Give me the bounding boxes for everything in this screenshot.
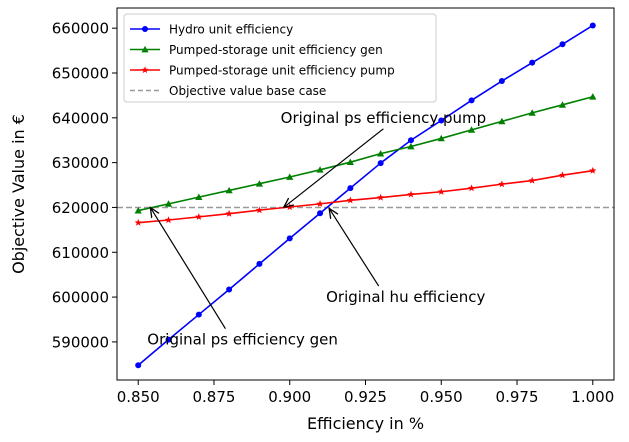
data-point <box>346 196 354 204</box>
plot-area <box>117 22 614 369</box>
data-point <box>559 41 566 48</box>
annotation-arrow <box>329 208 380 287</box>
data-point <box>195 193 203 201</box>
legend-box <box>123 13 437 103</box>
data-point <box>347 185 354 192</box>
data-point <box>164 200 173 207</box>
data-point <box>377 150 385 157</box>
data-point <box>498 117 506 125</box>
data-point <box>195 311 202 318</box>
data-point <box>467 184 476 192</box>
series-line <box>138 169 593 224</box>
data-point <box>558 101 567 108</box>
data-point <box>468 97 475 104</box>
data-point <box>286 235 293 242</box>
data-point <box>135 362 142 369</box>
data-point <box>498 180 506 188</box>
data-point <box>195 213 203 220</box>
data-point <box>255 206 264 214</box>
data-point <box>407 137 414 144</box>
x-tick-label: 0.850 <box>117 388 160 406</box>
legend-label: Pumped-storage unit efficiency pump <box>169 64 395 78</box>
legend-label: Pumped-storage unit efficiency gen <box>169 43 383 57</box>
legend-entry: Pumped-storage unit efficiency pump <box>130 64 395 78</box>
data-point <box>528 109 536 116</box>
x-tick-label: 0.900 <box>268 388 311 406</box>
legend-marker <box>142 26 148 32</box>
data-point <box>134 218 142 226</box>
annotation: Original ps efficiency gen <box>147 207 338 349</box>
data-point <box>589 22 596 29</box>
data-point <box>467 126 476 133</box>
y-tick-label: 630000 <box>52 154 109 172</box>
data-point <box>316 200 324 207</box>
annotation: Original ps efficiency pump <box>281 109 487 208</box>
annotation-arrow <box>284 128 384 208</box>
legend-entry: Objective value base case <box>130 84 326 98</box>
data-point <box>164 216 173 224</box>
annotation-arrow <box>150 207 226 329</box>
annotation-text: Original ps efficiency gen <box>147 331 338 349</box>
data-point <box>225 209 233 217</box>
data-point <box>316 166 324 173</box>
data-point <box>438 117 445 124</box>
data-point <box>317 210 324 217</box>
data-point <box>377 193 385 201</box>
data-point <box>255 180 264 187</box>
annotation-text: Original hu efficiency <box>326 288 485 306</box>
x-tick-label: 1.000 <box>571 388 614 406</box>
y-tick-label: 610000 <box>52 244 109 262</box>
y-tick-label: 600000 <box>52 289 109 307</box>
data-point <box>437 187 445 195</box>
data-point <box>256 260 263 267</box>
data-point <box>437 134 445 142</box>
data-point <box>286 173 294 180</box>
series-3 <box>134 166 597 226</box>
legend-label: Hydro unit efficiency <box>169 23 293 37</box>
data-point <box>529 59 536 66</box>
y-tick-label: 650000 <box>52 64 109 82</box>
annotation-text: Original ps efficiency pump <box>281 109 487 127</box>
data-point <box>528 176 536 184</box>
annotation: Original hu efficiency <box>326 208 485 306</box>
y-axis-label: Objective Value in € <box>9 114 28 274</box>
y-tick-label: 590000 <box>52 333 109 351</box>
y-tick-label: 660000 <box>52 20 109 38</box>
data-point <box>589 93 597 100</box>
legend-entry: Pumped-storage unit efficiency gen <box>130 43 383 57</box>
data-point <box>407 142 415 150</box>
series-line <box>137 24 594 366</box>
data-point <box>377 160 384 167</box>
data-point <box>498 78 505 85</box>
series-2 <box>134 93 597 214</box>
x-tick-label: 0.950 <box>420 388 463 406</box>
legend-marker <box>141 66 149 74</box>
data-point <box>558 171 567 179</box>
axes: 0.850 0.875 0.900 0.925 0.950 0.975 1.000 59000… <box>9 7 615 433</box>
x-tick-label: 0.925 <box>344 388 387 406</box>
annotations: Original ps efficiency pump Original hu e… <box>147 109 486 349</box>
legend-marker <box>141 45 149 53</box>
series-line <box>138 95 593 212</box>
series-1 <box>135 22 596 369</box>
legend: Hydro unit efficiency Pumped-storage unit… <box>123 13 437 103</box>
data-point <box>589 166 597 174</box>
y-tick-label: 620000 <box>52 199 109 217</box>
x-tick-label: 0.975 <box>496 388 539 406</box>
y-tick-label: 640000 <box>52 109 109 127</box>
x-tick-label: 0.875 <box>192 388 235 406</box>
data-point <box>346 158 354 166</box>
x-axis-label: Efficiency in % <box>307 414 424 433</box>
data-point <box>226 286 233 293</box>
legend-label: Objective value base case <box>169 84 326 98</box>
legend-entry: Hydro unit efficiency <box>130 23 293 37</box>
data-point <box>407 190 415 198</box>
data-point <box>225 186 233 194</box>
data-point <box>134 206 142 214</box>
data-point <box>165 336 172 343</box>
